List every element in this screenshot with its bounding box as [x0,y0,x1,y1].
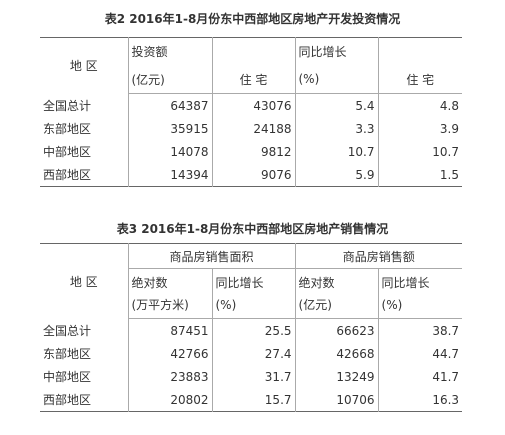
header-cell: (亿元) [128,65,213,94]
header-text: 绝对数 [131,275,168,290]
header-cell: 绝对数 (万平方米) [128,268,213,319]
row: 东部地区 35915 24188 3.3 3.9 [40,117,462,140]
header-cell: 同比增长 [294,37,379,66]
header-text: (万平方米) [131,297,189,312]
header-text: 同比增长 [215,275,264,290]
value-cell: 31.7 [211,365,296,388]
value-cell: 20802 [127,388,213,412]
region-cell: 东部地区 [40,117,129,140]
sales-table: 地 区 商品房销售面积 商品房销售额 绝对数 (万平方米) 同比增长 (%) 绝对数 (亿… [40,243,463,412]
header-cell: 住 宅 [211,65,296,94]
value-cell: 14078 [127,140,213,163]
region-cell: 西部地区 [40,388,129,412]
header-cell: 商品房销售额 [294,243,463,269]
value-cell: 10706 [294,388,379,412]
region-cell: 中部地区 [40,365,129,388]
header-cell: 商品房销售面积 [127,243,296,269]
header-cell: 地 区 [40,37,129,94]
value-cell: 23883 [127,365,213,388]
table-title: 表2 2016年1-8月份东中西部地区房地产开发投资情况 [104,12,401,26]
value-cell: 5.9 [294,163,379,187]
header-cell: 住 宅 [377,65,462,94]
value-cell: 35915 [127,117,213,140]
value-cell: 4.8 [377,93,462,117]
header-cell [377,37,462,66]
value-cell: 9076 [211,163,296,187]
region-cell: 全国总计 [40,318,129,342]
header-text: (%) [215,297,237,312]
value-cell: 87451 [127,318,213,342]
value-cell: 1.5 [377,163,462,187]
value-cell: 42766 [127,342,213,365]
value-cell: 24188 [211,117,296,140]
header-text: (亿元) [298,297,332,312]
header-cell: 绝对数 (亿元) [294,268,379,319]
value-cell: 44.7 [377,342,463,365]
value-cell: 3.9 [377,117,462,140]
value-cell: 5.4 [294,93,379,117]
value-cell: 64387 [127,93,213,117]
region-cell: 西部地区 [40,163,129,187]
value-cell: 10.7 [377,140,462,163]
value-cell: 9812 [211,140,296,163]
row: 中部地区 14078 9812 10.7 10.7 [40,140,462,163]
row: 中部地区 23883 31.7 13249 41.7 [40,365,463,388]
header-cell: (%) [294,65,379,94]
header-cell [211,37,296,66]
row: 全国总计 64387 43076 5.4 4.8 [40,93,462,117]
region-cell: 东部地区 [40,342,129,365]
header-cell: 同比增长 (%) [377,268,463,319]
row: 西部地区 20802 15.7 10706 16.3 [40,388,463,412]
value-cell: 27.4 [211,342,296,365]
investment-table: 地 区 投资额 同比增长 (亿元) 住 宅 (%) 住 宅 全国总计 64387 4… [40,37,462,187]
row: 东部地区 42766 27.4 42668 44.7 [40,342,463,365]
value-cell: 41.7 [377,365,463,388]
value-cell: 15.7 [211,388,296,412]
value-cell: 42668 [294,342,379,365]
header-text: (%) [381,297,403,312]
value-cell: 10.7 [294,140,379,163]
header-text: 绝对数 [298,275,335,290]
value-cell: 3.3 [294,117,379,140]
value-cell: 14394 [127,163,213,187]
value-cell: 43076 [211,93,296,117]
value-cell: 38.7 [377,318,463,342]
value-cell: 13249 [294,365,379,388]
header-text: 同比增长 [381,275,430,290]
region-cell: 全国总计 [40,93,129,117]
value-cell: 25.5 [211,318,296,342]
header-cell: 地 区 [40,243,129,319]
value-cell: 66623 [294,318,379,342]
header-cell: 同比增长 (%) [211,268,296,319]
row: 全国总计 87451 25.5 66623 38.7 [40,318,463,342]
row: 西部地区 14394 9076 5.9 1.5 [40,163,462,187]
table-title: 表3 2016年1-8月份东中西部地区房地产销售情况 [116,222,389,236]
header-cell: 投资额 [127,37,213,66]
value-cell: 16.3 [377,388,463,412]
region-cell: 中部地区 [40,140,129,163]
